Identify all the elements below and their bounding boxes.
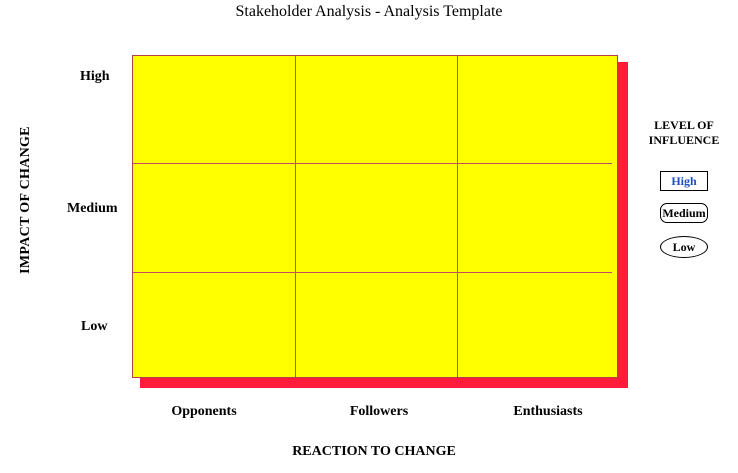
column-label-enthusiasts: Enthusiasts	[513, 404, 583, 419]
legend-item-high: High	[660, 171, 708, 191]
grid-divider-vertical-1	[295, 56, 296, 377]
y-axis-label-text: IMPACT OF CHANGE	[18, 126, 33, 274]
grid-divider-horizontal-1	[133, 163, 613, 164]
row-label-medium: Medium	[67, 201, 118, 216]
grid-divider-horizontal-2	[133, 272, 613, 273]
legend-title: LEVEL OF INFLUENCE	[640, 118, 728, 148]
stakeholder-grid	[132, 55, 618, 378]
legend-item-low: Low	[660, 236, 708, 258]
column-label-followers: Followers	[349, 404, 409, 419]
legend-item-medium: Medium	[660, 203, 708, 223]
row-label-low: Low	[81, 319, 108, 334]
column-label-opponents: Opponents	[171, 404, 237, 419]
legend-title-line1: LEVEL OF	[654, 118, 714, 132]
grid-divider-vertical-2	[457, 56, 458, 377]
diagram-title: Stakeholder Analysis - Analysis Template	[235, 3, 503, 20]
row-label-high: High	[80, 69, 110, 84]
legend-title-line2: INFLUENCE	[648, 133, 720, 147]
x-axis-label: REACTION TO CHANGE	[292, 444, 456, 459]
